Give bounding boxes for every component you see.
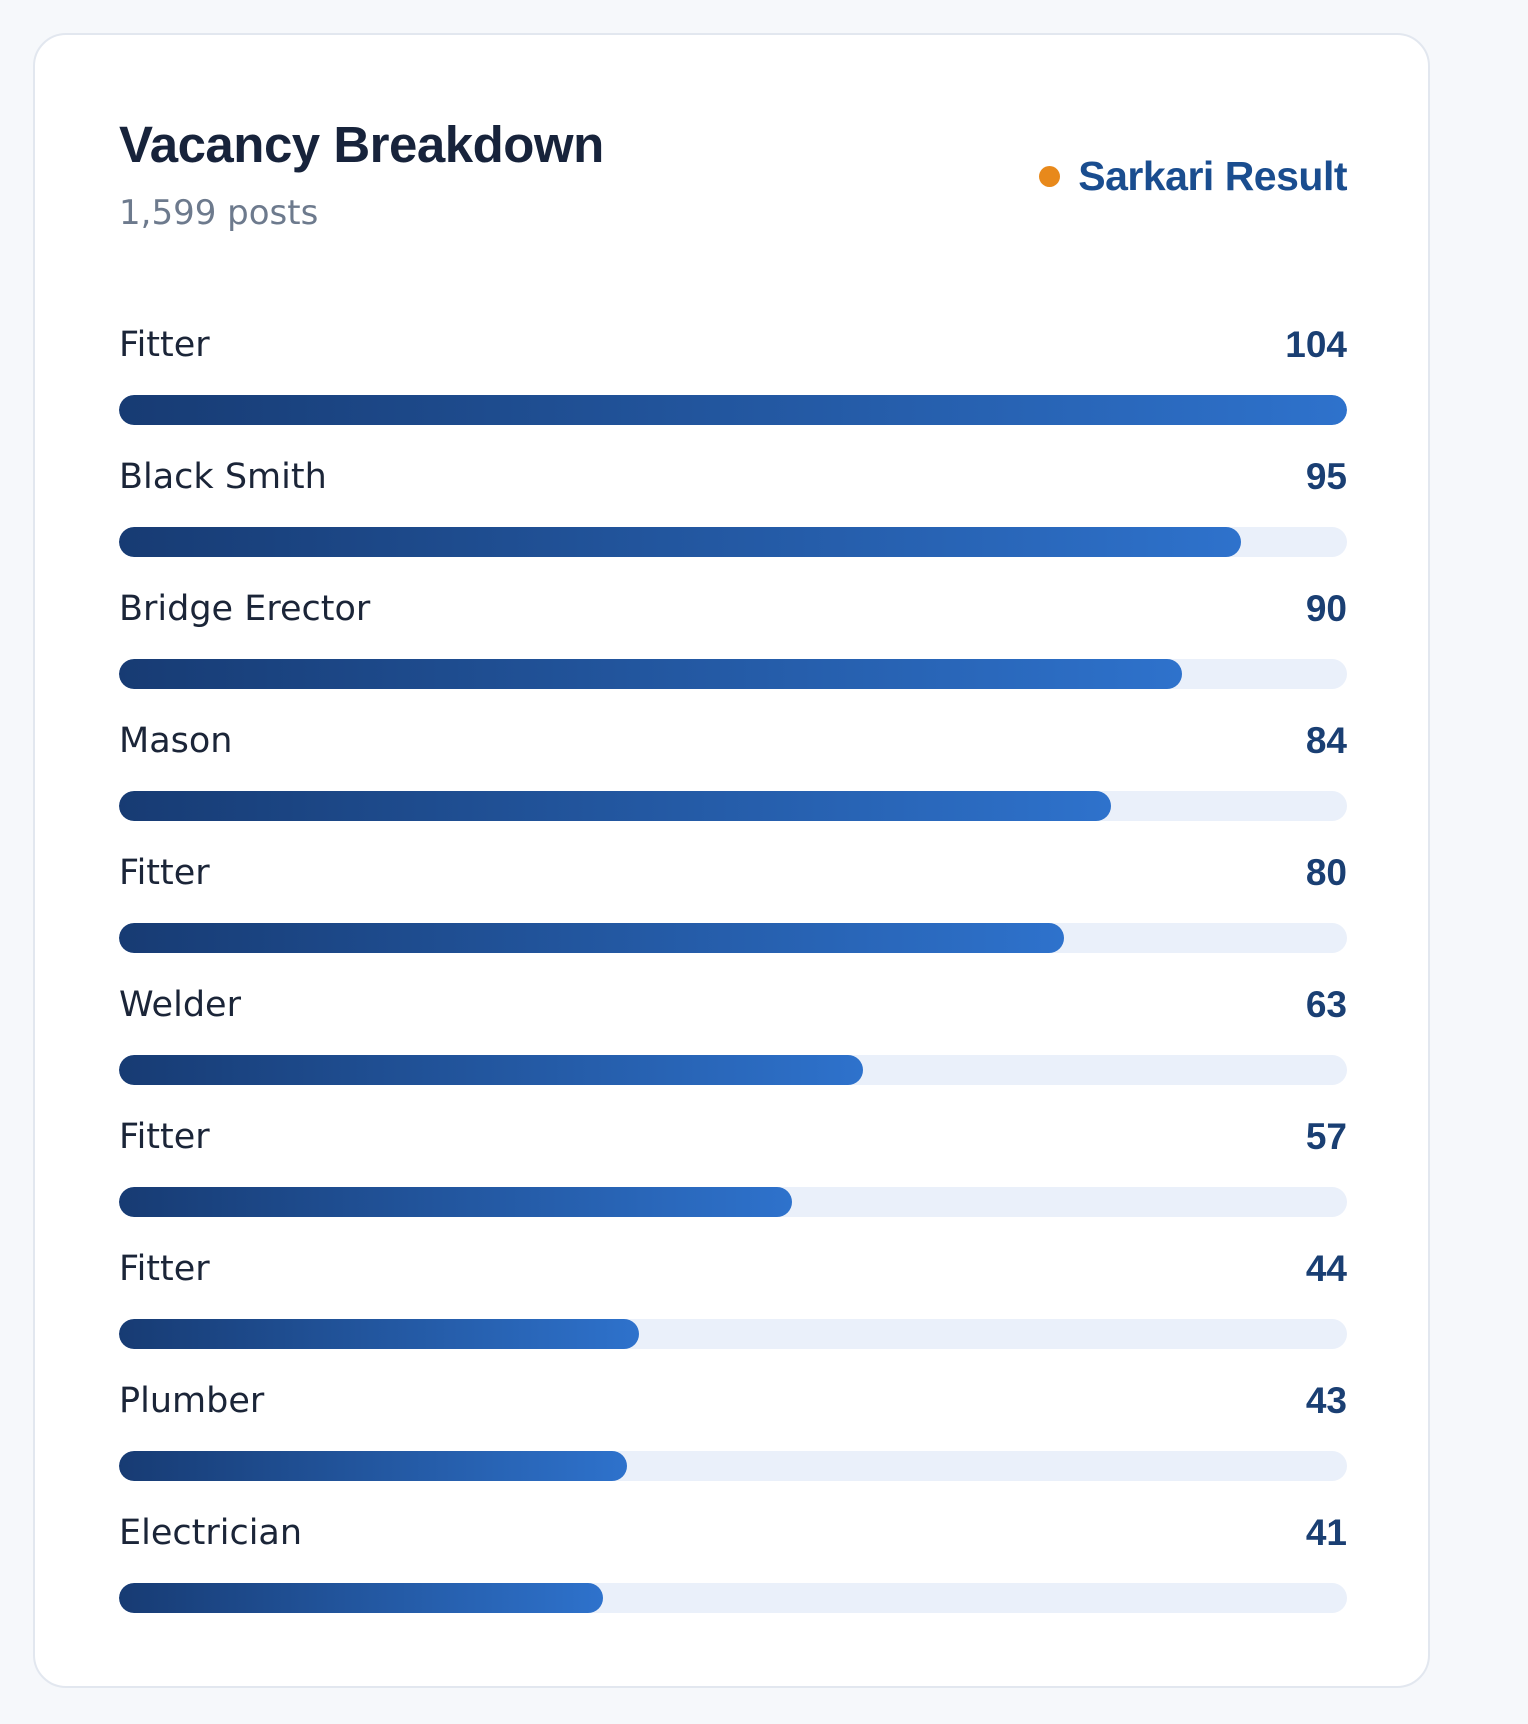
bar-track	[119, 1187, 1347, 1217]
bar-value-label: 80	[1305, 852, 1347, 893]
bar-track	[119, 923, 1347, 953]
bar-value-label: 41	[1305, 1512, 1347, 1553]
card-header: Vacancy Breakdown 1,599 posts Sarkari Re…	[119, 115, 1347, 275]
bar-label: Plumber	[119, 1381, 265, 1421]
bar-label: Fitter	[119, 1249, 210, 1289]
bar	[119, 395, 1347, 425]
bar-row: Welder 63	[119, 985, 1347, 1117]
bar-value-label: 57	[1305, 1116, 1347, 1157]
bar-row: Fitter 104	[119, 325, 1347, 457]
bar-label: Fitter	[119, 1117, 210, 1157]
bar-value-label: 63	[1305, 984, 1347, 1025]
bar-track	[119, 1451, 1347, 1481]
bar-label: Fitter	[119, 325, 210, 365]
bar	[119, 923, 1064, 953]
bar-row: Mason 84	[119, 721, 1347, 853]
bar-row: Plumber 43	[119, 1381, 1347, 1513]
total-posts: 1,599 posts	[119, 193, 319, 233]
bar-track	[119, 527, 1347, 557]
bar	[119, 791, 1111, 821]
bar	[119, 527, 1241, 557]
bar-value-label: 44	[1305, 1248, 1347, 1289]
bar-row: Bridge Erector 90	[119, 589, 1347, 721]
bar	[119, 1583, 603, 1613]
bar-row: Electrician 41	[119, 1513, 1347, 1645]
chart-title: Vacancy Breakdown	[119, 116, 604, 173]
bar	[119, 1451, 627, 1481]
brand-dot-icon	[1039, 166, 1061, 187]
bar-value-label: 104	[1285, 324, 1347, 365]
bar-chart: Fitter 104 Black Smith 95 Bridge Erector 90 Ma…	[119, 325, 1347, 1645]
bar-label: Welder	[119, 985, 241, 1025]
bar-row: Fitter 44	[119, 1249, 1347, 1381]
bar-track	[119, 1055, 1347, 1085]
brand-name: Sarkari Result	[1078, 153, 1347, 199]
bar-track	[119, 791, 1347, 821]
brand[interactable]: Sarkari Result	[1039, 153, 1347, 200]
bar-row: Fitter 57	[119, 1117, 1347, 1249]
bar-label: Bridge Erector	[119, 589, 371, 629]
bar-track	[119, 1319, 1347, 1349]
bar	[119, 1319, 639, 1349]
bar	[119, 1055, 863, 1085]
bar-label: Electrician	[119, 1513, 303, 1553]
bar-value-label: 90	[1305, 588, 1347, 629]
bar	[119, 1187, 792, 1217]
bar-track	[119, 1583, 1347, 1613]
bar-value-label: 43	[1305, 1380, 1347, 1421]
bar-label: Black Smith	[119, 457, 327, 497]
bar-label: Mason	[119, 721, 233, 761]
bar-track	[119, 395, 1347, 425]
bar-row: Black Smith 95	[119, 457, 1347, 589]
bar	[119, 659, 1182, 689]
bar-value-label: 84	[1305, 720, 1347, 761]
bar-label: Fitter	[119, 853, 210, 893]
bar-value-label: 95	[1305, 456, 1347, 497]
vacancy-card: Vacancy Breakdown 1,599 posts Sarkari Re…	[33, 33, 1430, 1688]
bar-row: Fitter 80	[119, 853, 1347, 985]
bar-track	[119, 659, 1347, 689]
